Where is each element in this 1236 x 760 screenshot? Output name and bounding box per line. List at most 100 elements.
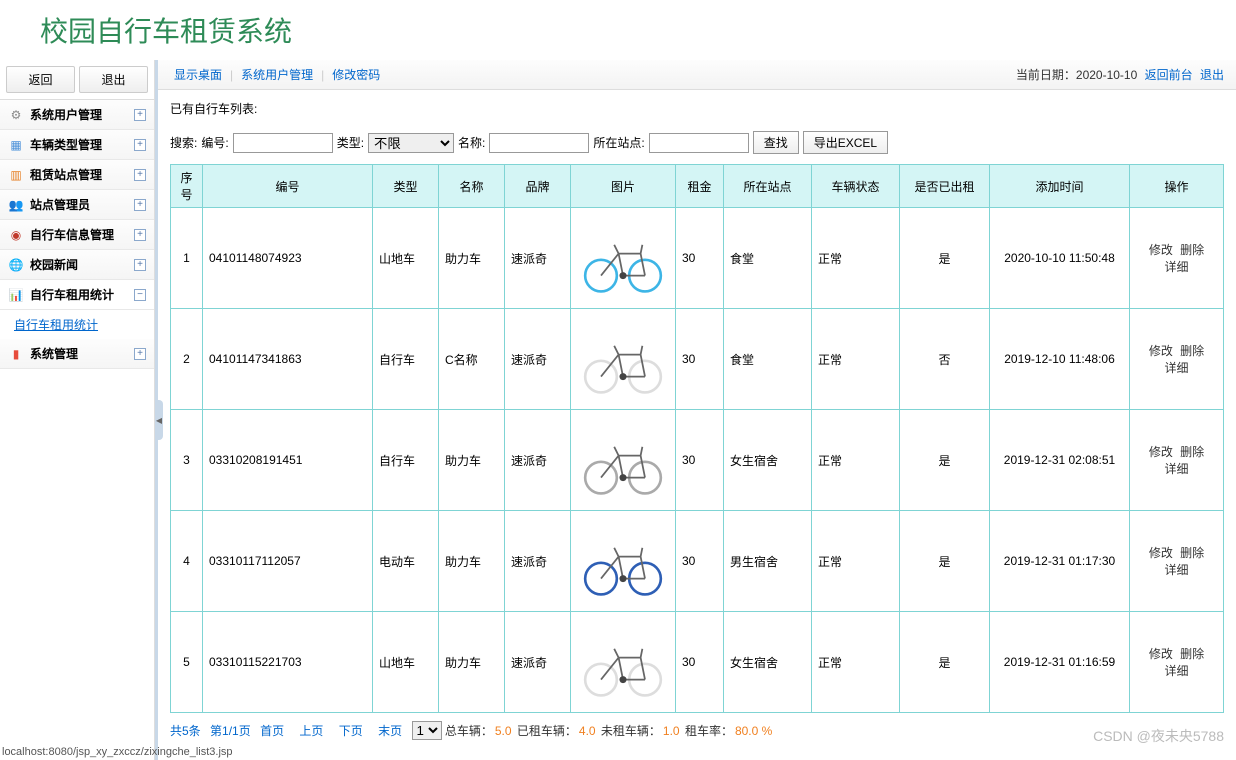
menu-icon: ◉: [8, 227, 24, 243]
last-page[interactable]: 末页: [378, 724, 402, 738]
cell-rent: 30: [676, 511, 724, 612]
breadcrumb-link[interactable]: 显示桌面: [174, 68, 222, 82]
bike-icon: [577, 313, 669, 405]
cell-actions: 修改 删除 详细: [1130, 410, 1224, 511]
cell-actions: 修改 删除 详细: [1130, 511, 1224, 612]
cell-time: 2019-12-31 02:08:51: [990, 410, 1130, 511]
toggle-icon[interactable]: −: [134, 289, 146, 301]
cell-code: 03310208191451: [203, 410, 373, 511]
site-input[interactable]: [649, 133, 749, 153]
table-row: 3 03310208191451 自行车 助力车 速派奇 30 女生宿舍 正常 …: [171, 410, 1224, 511]
delete-link[interactable]: 删除: [1180, 344, 1204, 358]
menu-icon: ⚙: [8, 107, 24, 123]
sidebar-item-3[interactable]: 👥 站点管理员 +: [0, 190, 154, 220]
cell-idx: 2: [171, 309, 203, 410]
breadcrumb: 显示桌面|系统用户管理|修改密码 当前日期：2020-10-10 返回前台 退出: [158, 60, 1236, 90]
table-row: 2 04101147341863 自行车 C名称 速派奇 30 食堂 正常 否 …: [171, 309, 1224, 410]
menu-label: 租赁站点管理: [30, 166, 134, 183]
cell-code: 04101147341863: [203, 309, 373, 410]
back-button[interactable]: 返回: [6, 66, 75, 93]
cell-status: 正常: [812, 410, 900, 511]
code-label: 编号:: [201, 134, 228, 151]
edit-link[interactable]: 修改: [1149, 344, 1173, 358]
menu-label: 自行车信息管理: [30, 226, 134, 243]
sidebar-item-7[interactable]: ▮ 系统管理 +: [0, 339, 154, 369]
toggle-icon[interactable]: +: [134, 199, 146, 211]
col-header: 序号: [171, 165, 203, 208]
toggle-icon[interactable]: +: [134, 109, 146, 121]
next-page[interactable]: 下页: [339, 724, 363, 738]
edit-link[interactable]: 修改: [1149, 445, 1173, 459]
collapse-handle[interactable]: ◀: [155, 400, 163, 440]
sidebar-item-2[interactable]: ▥ 租赁站点管理 +: [0, 160, 154, 190]
col-header: 车辆状态: [812, 165, 900, 208]
cell-time: 2019-12-31 01:16:59: [990, 612, 1130, 713]
cell-type: 电动车: [373, 511, 439, 612]
cell-brand: 速派奇: [505, 511, 571, 612]
cell-brand: 速派奇: [505, 208, 571, 309]
name-label: 名称:: [458, 134, 485, 151]
footer-url: localhost:8080/jsp_xy_zxccz/zixingche_li…: [2, 746, 233, 758]
first-page[interactable]: 首页: [260, 724, 284, 738]
edit-link[interactable]: 修改: [1149, 647, 1173, 661]
cell-brand: 速派奇: [505, 410, 571, 511]
bike-icon: [577, 616, 669, 708]
return-front-link[interactable]: 返回前台: [1145, 68, 1193, 82]
delete-link[interactable]: 删除: [1180, 647, 1204, 661]
type-select[interactable]: 不限: [368, 133, 454, 153]
cell-code: 03310117112057: [203, 511, 373, 612]
page-select[interactable]: 1: [412, 721, 442, 740]
prev-page[interactable]: 上页: [299, 724, 323, 738]
table-row: 4 03310117112057 电动车 助力车 速派奇 30 男生宿舍 正常 …: [171, 511, 1224, 612]
detail-link[interactable]: 详细: [1164, 462, 1188, 476]
breadcrumb-link[interactable]: 修改密码: [332, 68, 380, 82]
stat-label: 未租车辆：: [598, 724, 661, 738]
search-button[interactable]: 查找: [753, 131, 799, 154]
cell-type: 自行车: [373, 309, 439, 410]
stat-value: 4.0: [579, 724, 596, 738]
cell-code: 03310115221703: [203, 612, 373, 713]
breadcrumb-link[interactable]: 系统用户管理: [241, 68, 313, 82]
edit-link[interactable]: 修改: [1149, 546, 1173, 560]
cell-type: 自行车: [373, 410, 439, 511]
toggle-icon[interactable]: +: [134, 259, 146, 271]
toggle-icon[interactable]: +: [134, 348, 146, 360]
toggle-icon[interactable]: +: [134, 229, 146, 241]
cell-name: 助力车: [439, 612, 505, 713]
cell-actions: 修改 删除 详细: [1130, 612, 1224, 713]
exit-link[interactable]: 退出: [1200, 68, 1224, 82]
export-button[interactable]: 导出EXCEL: [803, 131, 888, 154]
sidebar-item-0[interactable]: ⚙ 系统用户管理 +: [0, 100, 154, 130]
delete-link[interactable]: 删除: [1180, 445, 1204, 459]
current-date: 2020-10-10: [1076, 68, 1137, 82]
detail-link[interactable]: 详细: [1164, 563, 1188, 577]
logout-button[interactable]: 退出: [79, 66, 148, 93]
cell-time: 2020-10-10 11:50:48: [990, 208, 1130, 309]
delete-link[interactable]: 删除: [1180, 546, 1204, 560]
cell-site: 女生宿舍: [724, 410, 812, 511]
delete-link[interactable]: 删除: [1180, 243, 1204, 257]
menu-icon: 👥: [8, 197, 24, 213]
sidebar-item-1[interactable]: ▦ 车辆类型管理 +: [0, 130, 154, 160]
edit-link[interactable]: 修改: [1149, 243, 1173, 257]
sidebar-item-4[interactable]: ◉ 自行车信息管理 +: [0, 220, 154, 250]
sidebar-item-5[interactable]: 🌐 校园新闻 +: [0, 250, 154, 280]
detail-link[interactable]: 详细: [1164, 361, 1188, 375]
cell-site: 食堂: [724, 208, 812, 309]
cell-idx: 3: [171, 410, 203, 511]
total-count: 共5条: [170, 724, 201, 738]
code-input[interactable]: [233, 133, 333, 153]
sidebar-item-6[interactable]: 📊 自行车租用统计 −: [0, 280, 154, 310]
toggle-icon[interactable]: +: [134, 139, 146, 151]
cell-name: 助力车: [439, 511, 505, 612]
menu-label: 车辆类型管理: [30, 136, 134, 153]
detail-link[interactable]: 详细: [1164, 260, 1188, 274]
name-input[interactable]: [489, 133, 589, 153]
col-header: 添加时间: [990, 165, 1130, 208]
cell-name: C名称: [439, 309, 505, 410]
submenu-item[interactable]: 自行车租用统计: [0, 310, 154, 339]
detail-link[interactable]: 详细: [1164, 664, 1188, 678]
main-content: ◀ 显示桌面|系统用户管理|修改密码 当前日期：2020-10-10 返回前台 …: [155, 60, 1236, 760]
cell-idx: 4: [171, 511, 203, 612]
toggle-icon[interactable]: +: [134, 169, 146, 181]
